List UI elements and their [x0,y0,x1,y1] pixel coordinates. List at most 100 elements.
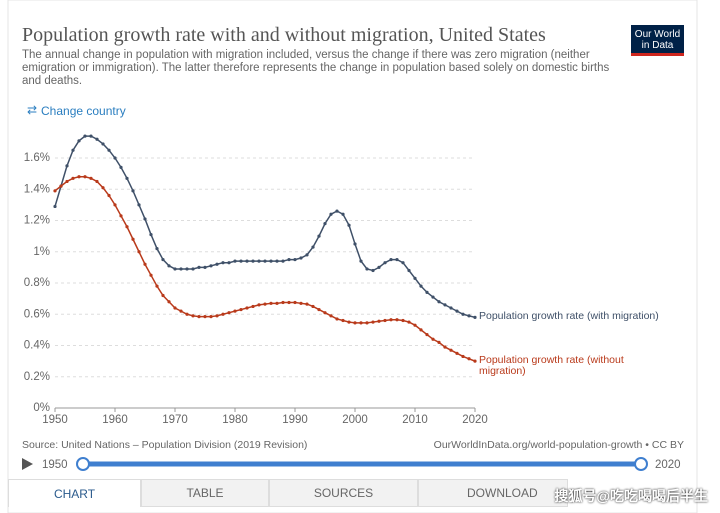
tab[interactable]: DOWNLOAD [418,479,568,507]
data-point [221,312,225,316]
timeline-end: 2020 [655,459,681,471]
tab[interactable]: CHART [8,479,141,507]
data-point [371,320,375,324]
data-point [359,259,363,263]
data-point [467,314,471,318]
data-point [431,295,435,299]
data-point [77,175,81,179]
data-point [125,176,129,180]
data-point [407,320,411,324]
data-point [275,301,279,305]
data-point [305,253,309,257]
data-point [203,265,207,269]
data-point [317,234,321,238]
tab[interactable]: SOURCES [269,479,418,507]
data-point [185,267,189,271]
data-point [281,259,285,263]
data-point [311,304,315,309]
data-point [335,209,339,213]
data-point [191,267,195,271]
data-point [389,257,393,262]
data-point [455,309,459,313]
data-point [269,301,273,305]
y-tick-label: 0% [33,402,50,414]
data-point [287,300,291,305]
data-point [395,257,399,262]
data-point [293,257,297,262]
data-point [65,179,69,184]
data-point [383,261,387,265]
watermark: 搜狐号@吃吃喝喝后半生 [554,488,708,504]
x-tick-label: 2010 [402,414,428,426]
x-tick-label: 1960 [102,414,128,426]
play-button[interactable] [22,458,33,470]
change-icon[interactable]: ⇄ [27,103,38,117]
data-point [71,148,75,152]
data-point [203,314,207,319]
data-point [395,318,399,322]
x-tick-label: 2020 [462,414,488,426]
data-point [239,259,243,263]
data-point [113,156,117,160]
data-point [83,175,87,179]
data-point [323,311,327,315]
y-tick-label: 1.6% [24,152,50,164]
data-point [311,245,315,249]
chart-subtitle: The annual change in population with mig… [22,49,610,87]
data-point [251,304,255,309]
data-point [101,142,105,146]
data-point [53,189,57,193]
data-point [317,307,321,312]
data-point [137,250,141,254]
data-point [281,300,285,305]
y-tick-label: 0.8% [24,277,50,289]
data-point [179,309,183,313]
tab[interactable]: TABLE [141,479,269,507]
data-point [149,273,153,277]
timeline-start-handle[interactable] [76,457,90,471]
data-point [413,323,417,327]
data-point [383,318,387,323]
data-point [155,284,159,288]
source: Source: United Nations – Population Divi… [22,439,308,451]
data-point [233,309,237,313]
data-point [335,317,339,321]
y-tick-label: 1% [33,246,50,258]
data-point [215,314,219,318]
data-point [131,189,135,193]
data-point [65,164,69,168]
data-point [263,302,267,306]
data-point [443,345,447,349]
y-tick-label: 0.6% [24,308,50,320]
timeline-end-handle[interactable] [634,457,648,471]
data-point [443,303,447,307]
data-point [83,134,87,138]
data-point [473,359,477,363]
data-point [89,134,93,138]
data-point [299,301,303,305]
data-point [293,300,297,305]
data-point [467,357,471,361]
change-country[interactable]: Change country [41,104,126,118]
data-point [341,318,345,323]
url: OurWorldInData.org/world-population-grow… [433,439,684,451]
data-point [233,259,237,263]
x-tick-label: 1950 [42,414,68,426]
legend-entry: Population growth rate (with migration) [479,310,659,323]
data-point [329,212,333,216]
data-point [215,262,219,266]
y-tick-label: 0.4% [24,340,50,352]
x-tick-label: 2000 [342,414,368,426]
data-point [461,354,465,359]
y-tick-label: 0.2% [24,371,50,383]
chart-title: Population growth rate with and without … [22,24,546,46]
data-point [155,247,159,251]
data-point [59,184,63,188]
data-point [275,259,279,263]
data-point [287,257,291,262]
data-point [77,139,81,143]
data-point [401,318,405,323]
logo[interactable]: Our World in Data [631,25,684,56]
data-point [245,306,249,310]
